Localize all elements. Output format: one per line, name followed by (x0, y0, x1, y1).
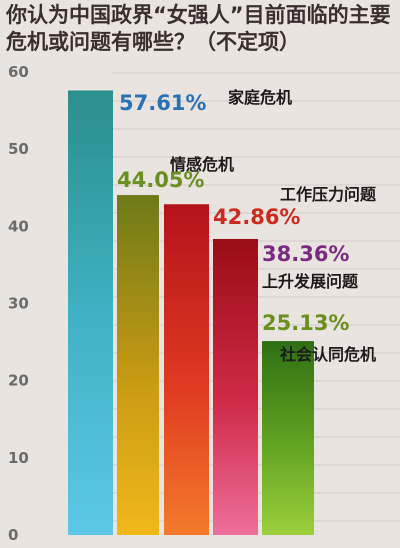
category-label: 工作压力问题 (280, 185, 377, 204)
data-label: 38.36% (262, 242, 349, 266)
y-tick-label: 50 (8, 140, 29, 158)
y-tick-label: 60 (8, 63, 29, 81)
chart-title: 你认为中国政界“女强人”目前面临的主要危机或问题有哪些？（不定项） (6, 3, 391, 54)
y-tick-label: 30 (8, 295, 29, 313)
data-label: 42.86% (213, 205, 300, 229)
y-tick-label: 0 (8, 526, 18, 544)
category-label: 社会认同危机 (279, 345, 376, 364)
data-label: 25.13% (262, 311, 349, 335)
bar (164, 204, 209, 535)
bar (68, 90, 113, 535)
y-tick-label: 20 (8, 372, 29, 390)
category-label: 情感危机 (170, 155, 234, 174)
data-label: 57.61% (119, 91, 206, 115)
category-label: 家庭危机 (228, 88, 292, 107)
y-tick-label: 40 (8, 217, 29, 235)
y-tick-label: 10 (8, 449, 29, 467)
category-label: 上升发展问题 (262, 272, 359, 291)
bar (213, 238, 258, 536)
bar (117, 195, 159, 536)
bar (262, 341, 314, 535)
data-label: 44.05% (117, 168, 204, 192)
